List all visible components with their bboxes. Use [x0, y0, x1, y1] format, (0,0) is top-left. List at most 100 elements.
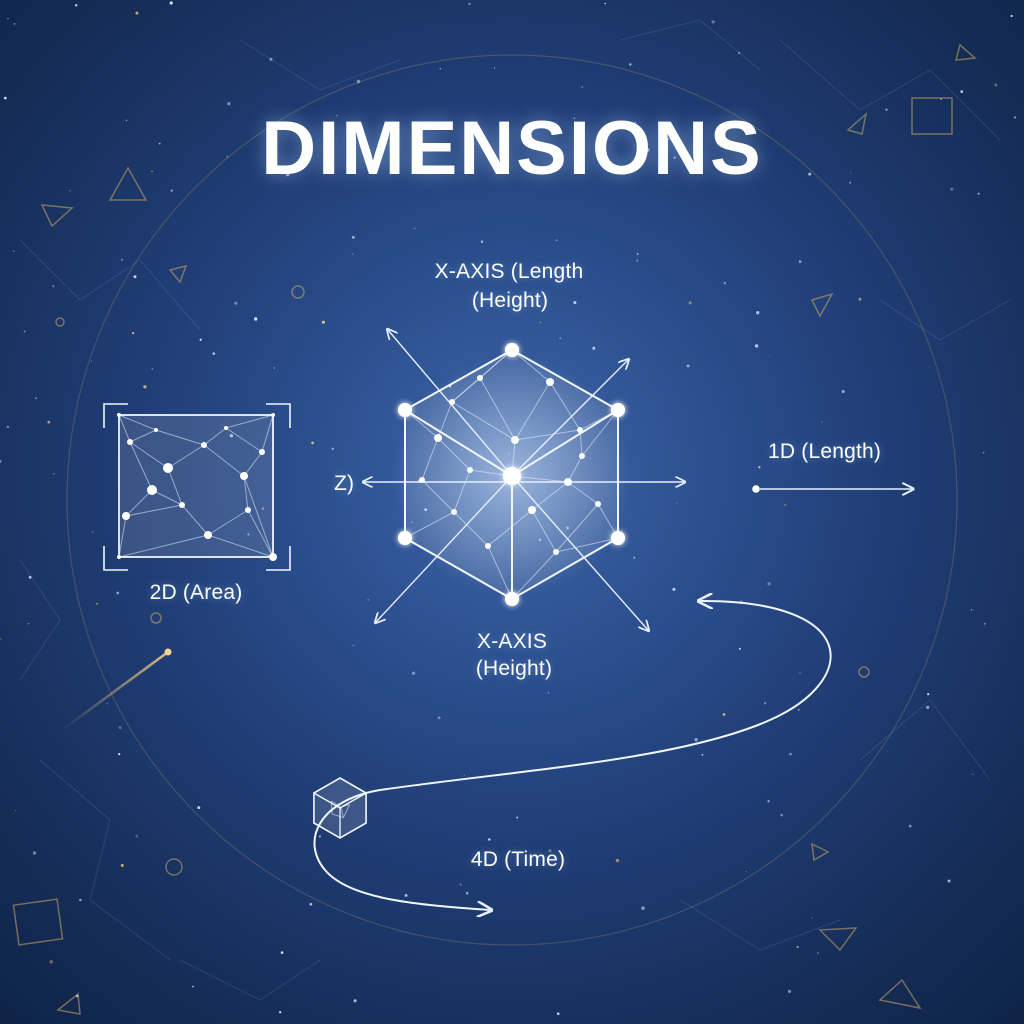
star: [767, 800, 770, 803]
star: [711, 20, 715, 24]
network-link: [243, 475, 249, 511]
star: [23, 330, 26, 333]
star: [7, 17, 9, 20]
star: [69, 189, 71, 192]
square-corner-brackets: [103, 403, 291, 571]
star: [592, 346, 596, 350]
star: [120, 258, 124, 261]
star: [0, 638, 2, 640]
network-link: [514, 429, 581, 441]
network-node: [224, 426, 228, 430]
star: [53, 473, 55, 475]
star: [947, 879, 951, 883]
network-node: [419, 477, 425, 483]
star: [91, 531, 94, 533]
network-node: [122, 512, 130, 520]
star: [321, 320, 325, 324]
star: [1010, 14, 1013, 18]
star: [351, 253, 354, 255]
network-link: [243, 475, 274, 558]
network-link: [511, 475, 569, 483]
x-axis-bottom-label-line1: X-AXIS: [476, 630, 548, 653]
star: [404, 893, 408, 897]
star: [79, 898, 82, 902]
network-node: [201, 442, 207, 448]
network-link: [129, 441, 169, 469]
triangle-shape: [810, 292, 834, 318]
star: [285, 172, 290, 177]
star: [573, 117, 576, 120]
network-link: [118, 414, 157, 431]
star: [688, 301, 692, 305]
network-link: [225, 427, 263, 453]
star: [579, 125, 582, 128]
network-link: [181, 504, 209, 536]
star: [745, 870, 747, 873]
network-link: [125, 489, 153, 517]
network-link: [451, 401, 516, 441]
star: [13, 23, 16, 25]
tesseract-link: [330, 801, 333, 815]
star: [411, 671, 416, 675]
star: [780, 813, 784, 817]
star: [135, 834, 139, 838]
star: [459, 883, 462, 886]
network-link: [207, 534, 274, 558]
triangle-shape: [56, 992, 81, 1015]
star: [331, 447, 334, 450]
star: [3, 96, 7, 100]
star: [131, 332, 135, 335]
star: [351, 235, 355, 239]
network-link: [247, 509, 274, 558]
tesseract-link: [343, 804, 350, 818]
network-node: [127, 439, 133, 445]
star: [808, 172, 812, 176]
star: [96, 602, 98, 605]
background-constellations: [19, 19, 1011, 1001]
star: [13, 250, 15, 252]
star: [76, 994, 79, 998]
comet-head: [164, 648, 172, 656]
x-axis-top-label-line1: X-AXIS (Length: [434, 260, 584, 283]
star: [120, 863, 124, 867]
star: [468, 2, 471, 6]
network-link: [531, 481, 569, 511]
circle-shape: [291, 285, 305, 299]
network-node: [564, 478, 572, 486]
network-link: [453, 511, 489, 547]
network-node: [477, 375, 483, 381]
star: [767, 582, 771, 586]
one-d-point: [752, 485, 760, 493]
star: [158, 142, 161, 145]
one-d-label: 1D (Length): [768, 440, 882, 463]
star: [927, 693, 930, 696]
three-d-cube: [364, 330, 684, 630]
four-d-time-path: [313, 601, 832, 910]
star: [227, 102, 231, 106]
network-link: [129, 441, 153, 491]
network-node: [449, 399, 455, 405]
star: [254, 317, 258, 321]
network-link: [151, 489, 183, 506]
network-link: [567, 481, 599, 505]
star: [581, 86, 583, 88]
star: [841, 389, 845, 394]
circle-shape: [150, 612, 162, 624]
star: [722, 713, 726, 716]
star: [796, 945, 799, 949]
star: [516, 816, 519, 819]
network-link: [511, 349, 551, 383]
tesseract-link: [340, 807, 344, 818]
star: [787, 989, 792, 994]
star: [279, 1011, 282, 1014]
network-link: [487, 509, 533, 547]
star: [261, 507, 265, 510]
star: [106, 702, 109, 705]
network-node: [485, 543, 491, 549]
star: [311, 441, 314, 445]
star: [686, 160, 690, 164]
star: [940, 98, 942, 100]
star: [437, 716, 441, 720]
star: [125, 119, 128, 122]
star: [636, 259, 639, 262]
